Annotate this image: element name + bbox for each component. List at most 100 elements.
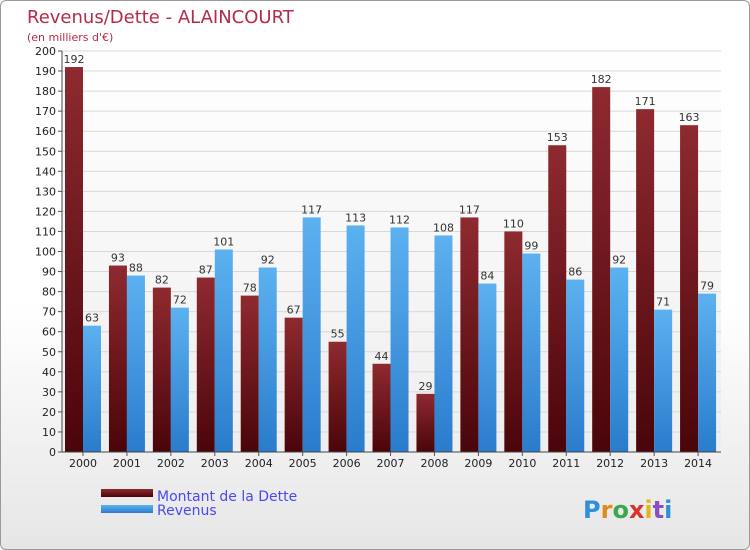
data-label-dette-2009: 117 xyxy=(459,203,480,216)
data-label-dette-2006: 55 xyxy=(331,328,345,341)
bar-dette-2001 xyxy=(108,265,127,452)
data-label-dette-2004: 78 xyxy=(243,282,257,295)
y-tick-label: 150 xyxy=(35,145,56,158)
logo-letter: i xyxy=(644,496,652,524)
bar-revenus-2003 xyxy=(214,249,233,452)
data-label-revenus-2011: 86 xyxy=(568,266,582,279)
x-tick-label-2008: 2008 xyxy=(420,457,448,470)
y-tick-label: 10 xyxy=(42,426,56,439)
data-label-dette-2010: 110 xyxy=(503,217,524,230)
y-tick-label: 140 xyxy=(35,165,56,178)
bar-dette-2009 xyxy=(460,217,479,452)
y-tick-label: 20 xyxy=(42,406,56,419)
data-label-dette-2003: 87 xyxy=(199,264,213,277)
y-tick-label: 110 xyxy=(35,225,56,238)
data-label-revenus-2014: 79 xyxy=(700,280,714,293)
bar-dette-2004 xyxy=(240,295,259,452)
bar-dette-2005 xyxy=(284,317,303,452)
x-tick-label-2005: 2005 xyxy=(289,457,317,470)
logo-letter: t xyxy=(653,496,664,524)
chart-subtitle: (en milliers d'€) xyxy=(27,31,113,44)
proxiti-logo: Proxiti xyxy=(583,496,672,524)
data-label-dette-2000: 192 xyxy=(64,53,85,66)
bars: 192 63 93 88 82 72 87 101 78 92 67 117 55 113 44 112 29 1… xyxy=(64,53,717,453)
x-tick-label-2010: 2010 xyxy=(508,457,536,470)
x-tick-label-2001: 2001 xyxy=(113,457,141,470)
bar-revenus-2005 xyxy=(302,217,321,452)
x-tick-label-2012: 2012 xyxy=(596,457,624,470)
data-label-revenus-2001: 88 xyxy=(129,262,143,275)
data-label-revenus-2002: 72 xyxy=(173,294,187,307)
x-tick-label-2000: 2000 xyxy=(69,457,97,470)
data-label-revenus-2013: 71 xyxy=(656,296,670,309)
x-tick-label-2014: 2014 xyxy=(684,457,712,470)
data-label-dette-2002: 82 xyxy=(155,274,169,287)
bar-dette-2003 xyxy=(196,277,215,452)
bar-dette-2007 xyxy=(372,363,391,452)
y-tick-label: 40 xyxy=(42,366,56,379)
bar-revenus-2011 xyxy=(566,279,585,452)
logo-letter: P xyxy=(583,496,601,524)
y-tick-label: 180 xyxy=(35,85,56,98)
bar-revenus-2002 xyxy=(170,307,189,452)
data-label-dette-2008: 29 xyxy=(418,380,432,393)
y-tick-label: 30 xyxy=(42,386,56,399)
y-tick-label: 90 xyxy=(42,266,56,279)
x-axis: 2000 2001 2002 2003 2004 2005 2006 2007 2008 2009… xyxy=(62,451,721,470)
legend-swatch-dette xyxy=(101,489,153,497)
bar-revenus-2009 xyxy=(478,283,497,452)
data-label-revenus-2007: 112 xyxy=(389,213,410,226)
data-label-dette-2005: 67 xyxy=(287,304,301,317)
legend: Montant de la Dette Revenus xyxy=(101,489,297,519)
logo-letter: i xyxy=(664,496,672,524)
y-tick-label: 50 xyxy=(42,346,56,359)
data-label-dette-2013: 171 xyxy=(635,95,656,108)
data-label-dette-2007: 44 xyxy=(375,350,389,363)
y-tick-label: 190 xyxy=(35,65,56,78)
y-tick-label: 120 xyxy=(35,205,56,218)
bar-revenus-2001 xyxy=(126,275,145,452)
y-tick-label: 130 xyxy=(35,185,56,198)
bar-revenus-2013 xyxy=(654,309,673,452)
data-label-revenus-2006: 113 xyxy=(345,211,366,224)
bar-revenus-2012 xyxy=(610,267,629,452)
y-tick-label: 160 xyxy=(35,125,56,138)
bar-dette-2002 xyxy=(152,287,171,452)
logo-letter: x xyxy=(629,496,645,524)
data-label-dette-2012: 182 xyxy=(591,73,612,86)
data-label-revenus-2008: 108 xyxy=(433,221,454,234)
bar-dette-2000 xyxy=(65,67,83,452)
bar-dette-2008 xyxy=(416,393,435,452)
bar-dette-2012 xyxy=(592,87,611,452)
bar-revenus-2006 xyxy=(346,225,365,452)
y-tick-label: 60 xyxy=(42,326,56,339)
data-label-revenus-2005: 117 xyxy=(301,203,322,216)
x-tick-label-2011: 2011 xyxy=(552,457,580,470)
logo-letter: o xyxy=(612,496,629,524)
x-tick-label-2009: 2009 xyxy=(464,457,492,470)
data-label-dette-2014: 163 xyxy=(679,111,700,124)
legend-label-revenus: Revenus xyxy=(157,503,217,519)
y-tick-label: 200 xyxy=(35,45,56,58)
data-label-revenus-2003: 101 xyxy=(213,235,234,248)
data-label-revenus-2010: 99 xyxy=(524,240,538,253)
y-axis: 0 10 20 30 40 50 60 70 80 90 100 110 120 130 140 150 160… xyxy=(35,45,63,459)
data-label-revenus-2012: 92 xyxy=(612,254,626,267)
legend-label-dette: Montant de la Dette xyxy=(157,489,297,505)
bar-dette-2006 xyxy=(328,341,347,452)
data-label-revenus-2004: 92 xyxy=(261,254,275,267)
legend-swatch-revenus xyxy=(101,505,153,513)
bar-revenus-2007 xyxy=(390,227,409,452)
bar-dette-2011 xyxy=(548,145,567,453)
x-tick-label-2002: 2002 xyxy=(157,457,185,470)
bar-revenus-2004 xyxy=(258,267,277,452)
bar-revenus-2000 xyxy=(83,325,101,452)
y-tick-label: 0 xyxy=(49,446,56,459)
bar-revenus-2008 xyxy=(434,235,453,452)
y-tick-label: 170 xyxy=(35,105,56,118)
x-tick-label-2004: 2004 xyxy=(245,457,273,470)
bar-revenus-2010 xyxy=(522,253,541,452)
chart-title: Revenus/Dette - ALAINCOURT xyxy=(27,7,295,28)
